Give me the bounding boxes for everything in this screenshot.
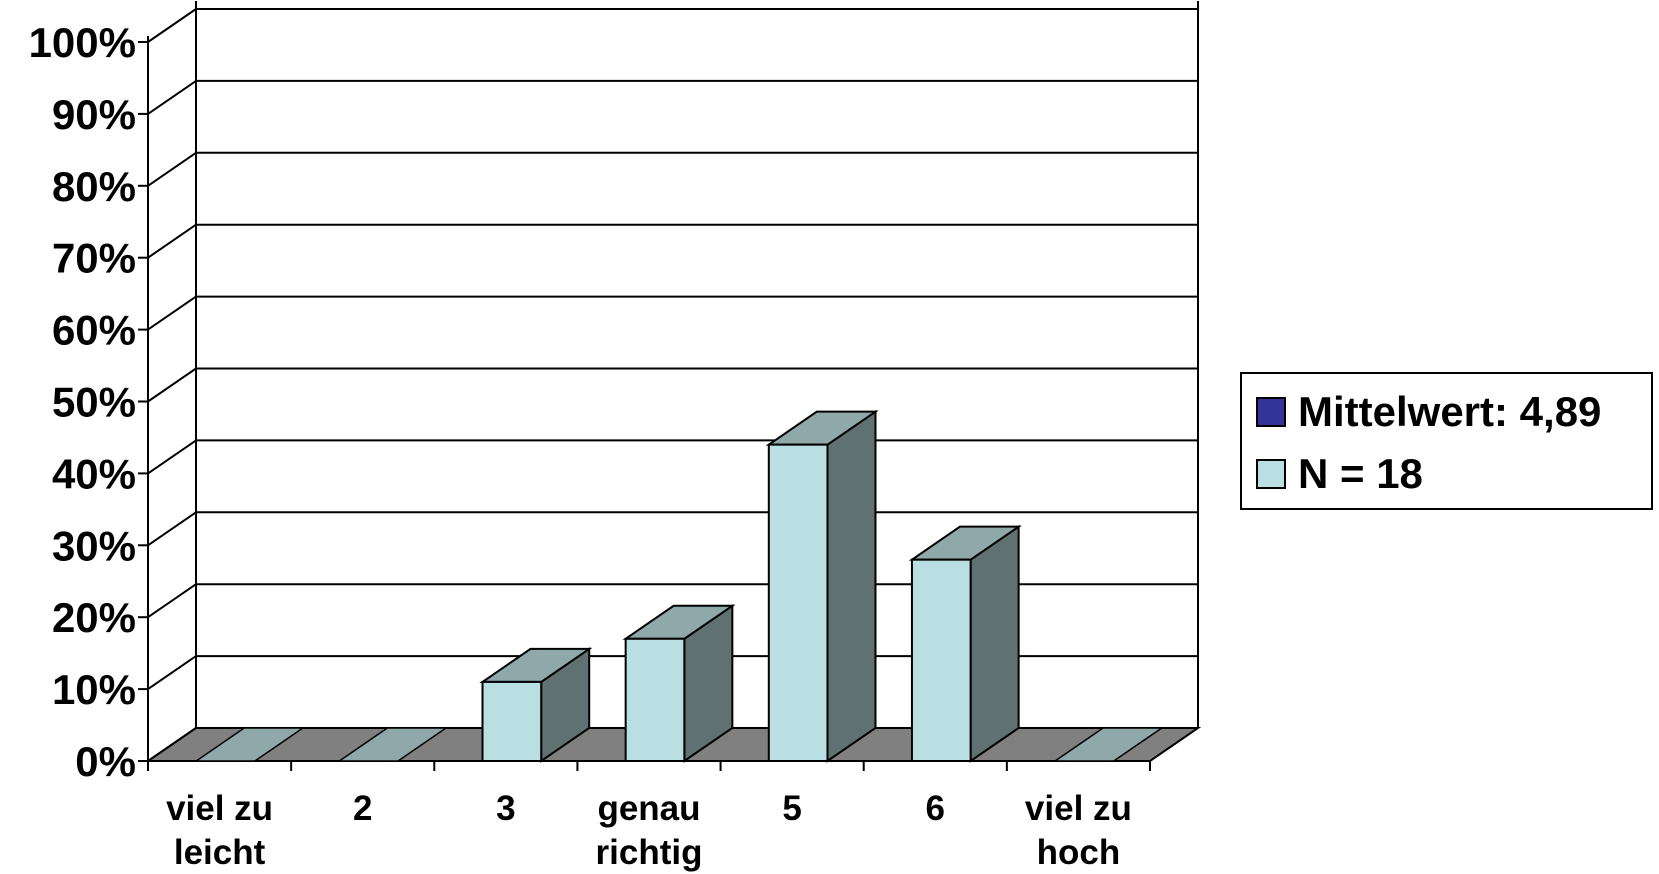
- y-tick-label: 10%: [52, 666, 136, 713]
- y-tick-label: 90%: [52, 91, 136, 138]
- bar: [481, 680, 543, 762]
- legend-label-mittelwert: Mittelwert: 4,89: [1298, 388, 1602, 435]
- y-tick-labels: 0% 10% 20% 30% 40% 50% 60% 70% 80% 90% 100%: [29, 19, 136, 785]
- y-tick-label: 80%: [52, 163, 136, 210]
- gridline-connector: [147, 583, 197, 619]
- bar: [193, 727, 306, 762]
- bar-side: [969, 524, 1020, 763]
- x-category-labels: viel zu leicht 2 3 genau richtig 5 6 viel zu hoch: [166, 789, 1132, 872]
- y-tick-label: 70%: [52, 235, 136, 282]
- y-tick-label: 60%: [52, 307, 136, 354]
- y-axis: [138, 36, 1151, 771]
- legend-swatch-n: [1256, 459, 1286, 489]
- x-tick-label: 3: [496, 789, 515, 828]
- y-tick-label: 30%: [52, 522, 136, 569]
- gridline-connector: [147, 367, 197, 403]
- x-tick-label: 6: [926, 789, 945, 828]
- gridline-connector: [147, 223, 197, 259]
- y-tick-label: 100%: [29, 19, 136, 66]
- bar: [1052, 727, 1165, 762]
- y-tick-label: 0%: [75, 738, 136, 785]
- legend-swatch-mittelwert: [1256, 397, 1286, 427]
- x-tick-label: 2: [353, 789, 372, 828]
- bar: [910, 558, 972, 762]
- gridline-connector: [147, 439, 197, 475]
- gridline-connector: [147, 511, 197, 547]
- bar-side: [826, 409, 877, 763]
- y-tick-label: 50%: [52, 379, 136, 426]
- x-tick-label: viel zu leicht: [166, 789, 273, 872]
- legend-label-n: N = 18: [1298, 450, 1423, 497]
- legend-item-n: N = 18: [1256, 450, 1423, 497]
- gridline-connector: [147, 8, 197, 43]
- gridline-connector: [147, 295, 197, 331]
- bar: [624, 637, 686, 763]
- y-tick-label: 20%: [52, 594, 136, 641]
- legend: Mittelwert: 4,89 N = 18: [1240, 372, 1653, 510]
- bar: [336, 727, 449, 762]
- gridline-connector: [147, 151, 197, 187]
- gridline-connector: [147, 80, 197, 115]
- gridline-connector: [147, 655, 197, 690]
- x-tick-label: genau richtig: [596, 789, 703, 872]
- bar: [767, 443, 829, 762]
- legend-item-mittelwert: Mittelwert: 4,89: [1256, 388, 1601, 435]
- gridlines: [147, 1, 1199, 762]
- x-tick-label: viel zu hoch: [1025, 789, 1132, 872]
- bars: [193, 409, 1165, 763]
- x-tick-label: 5: [782, 789, 801, 828]
- y-tick-label: 40%: [52, 450, 136, 497]
